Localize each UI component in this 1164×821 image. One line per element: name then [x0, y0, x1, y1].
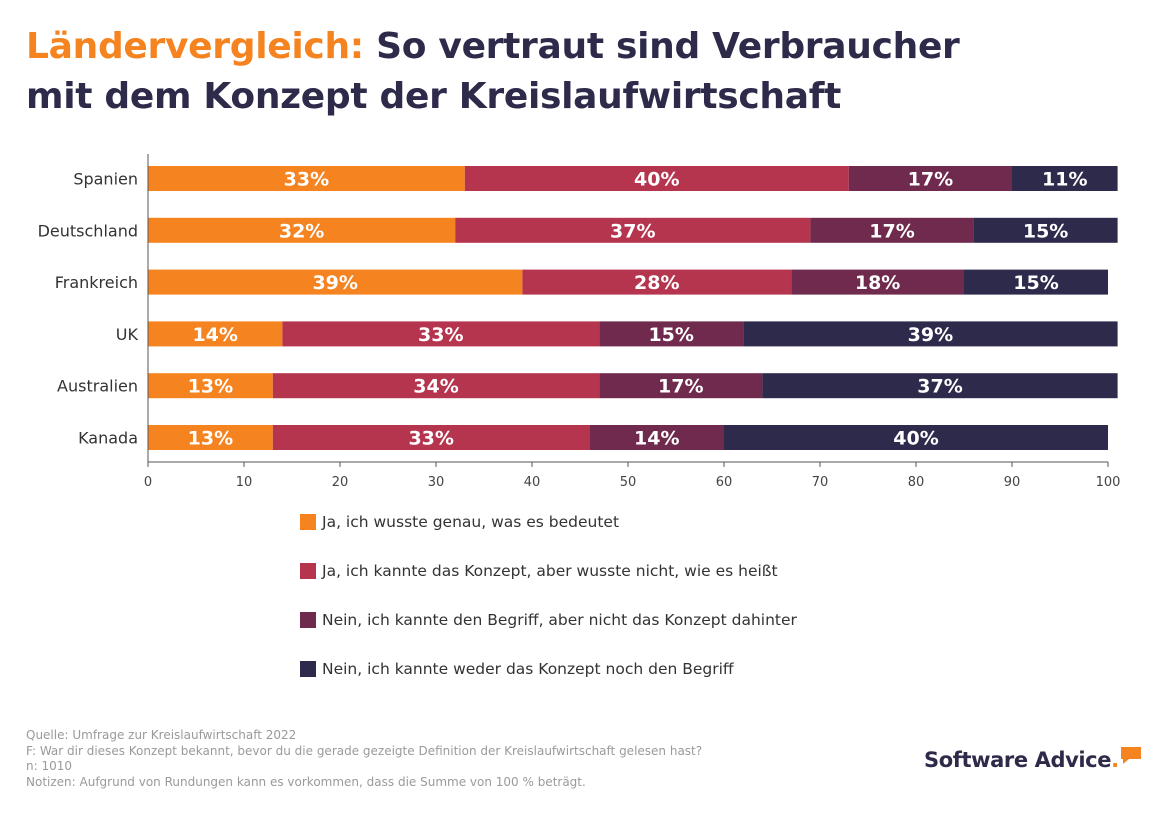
footer-notes: Quelle: Umfrage zur Kreislaufwirtschaft …	[26, 728, 866, 790]
bar-uk-series-4	[743, 321, 1118, 347]
data-label-kanada-series-2: 33%	[408, 428, 453, 450]
bar-spanien-series-2	[464, 166, 849, 191]
bar-australien-series-1	[148, 373, 273, 399]
logo-wordmark: Software Advice	[924, 748, 1112, 772]
data-label-spanien-series-3: 17%	[908, 169, 953, 191]
data-label-uk-series-1: 14%	[192, 324, 237, 346]
bar-australien-series-4	[762, 373, 1118, 399]
bar-australien-series-3	[599, 373, 763, 399]
legend-label-2: Ja, ich kannte das Konzept, aber wusste …	[322, 562, 778, 580]
legend-label-4: Nein, ich kannte weder das Konzept noch …	[322, 660, 734, 678]
legend-swatch-3	[300, 612, 316, 628]
category-label-uk: UK	[116, 325, 139, 344]
bar-frankreich-series-4	[964, 269, 1108, 295]
x-tick-label-30: 30	[428, 475, 445, 490]
x-tick-label-70: 70	[812, 475, 829, 490]
bar-kanada-series-1	[148, 425, 273, 450]
legend-swatch-2	[300, 563, 316, 579]
footer-source: Quelle: Umfrage zur Kreislaufwirtschaft …	[26, 728, 297, 742]
bar-spanien-series-4	[1012, 166, 1118, 191]
legend-swatch-4	[300, 661, 316, 677]
legend-item-2: Ja, ich kannte das Konzept, aber wusste …	[300, 559, 797, 583]
bar-australien-series-2	[272, 373, 600, 399]
data-label-kanada-series-3: 14%	[634, 428, 679, 450]
data-label-uk-series-3: 15%	[648, 324, 693, 346]
data-label-frankreich-series-2: 28%	[634, 272, 679, 294]
category-label-kanada: Kanada	[78, 429, 138, 448]
x-tick-label-0: 0	[144, 475, 152, 490]
data-label-deutschland-series-4: 15%	[1023, 220, 1068, 242]
bar-spanien-series-1	[148, 166, 465, 191]
software-advice-logo: Software Advice.	[924, 746, 1150, 780]
bar-deutschland-series-3	[810, 217, 974, 243]
bar-kanada-series-2	[272, 425, 590, 450]
data-label-frankreich-series-3: 18%	[855, 272, 900, 294]
bar-deutschland-series-4	[973, 217, 1118, 243]
category-label-australien: Australien	[57, 377, 138, 396]
x-tick-label-100: 100	[1096, 475, 1121, 490]
x-tick-label-10: 10	[236, 475, 253, 490]
data-label-deutschland-series-3: 17%	[869, 220, 914, 242]
stacked-bar-chart: Spanien 33% 40% 17% 11% Deutschland 32% 37% 17% 1…	[38, 154, 1121, 490]
title-line1: So vertraut sind Verbraucher	[363, 26, 960, 67]
x-tick-label-50: 50	[620, 475, 637, 490]
title-line2: mit dem Konzept der Kreislaufwirtschaft	[26, 76, 841, 117]
data-label-uk-series-4: 39%	[908, 324, 953, 346]
bar-deutschland-series-1	[148, 217, 456, 243]
bar-frankreich-series-3	[791, 269, 964, 295]
bar-spanien-series-3	[848, 166, 1012, 191]
x-tick-label-60: 60	[716, 475, 733, 490]
x-tick-label-80: 80	[908, 475, 925, 490]
data-label-australien-series-1: 13%	[188, 376, 233, 398]
bar-uk-series-1	[148, 321, 283, 347]
data-label-australien-series-4: 37%	[917, 376, 962, 398]
footer-question: F: War dir dieses Konzept bekannt, bevor…	[26, 743, 703, 758]
category-label-deutschland: Deutschland	[38, 221, 138, 240]
legend-item-1: Ja, ich wusste genau, was es bedeutet	[300, 510, 797, 534]
title-accent: Ländervergleich:	[26, 26, 364, 67]
bar-deutschland-series-2	[455, 217, 811, 243]
logo-dot: .	[1111, 748, 1119, 772]
legend-item-4: Nein, ich kannte weder das Konzept noch …	[300, 657, 797, 681]
speech-bubble-icon	[1121, 747, 1141, 764]
bar-uk-series-3	[599, 321, 744, 347]
data-label-deutschland-series-1: 32%	[279, 220, 324, 242]
category-label-frankreich: Frankreich	[55, 273, 138, 292]
footer-sample-size: n: 1010	[26, 759, 73, 773]
category-label-spanien: Spanien	[73, 170, 138, 189]
bar-kanada-series-3	[589, 425, 724, 450]
footer-notes-text: Notizen: Aufgrund von Rundungen kann es …	[26, 774, 586, 789]
data-label-spanien-series-1: 33%	[284, 169, 329, 191]
chart-title: Ländervergleich: So vertraut sind Verbra…	[26, 22, 1136, 122]
data-label-spanien-series-4: 11%	[1042, 169, 1087, 191]
x-tick-label-40: 40	[524, 475, 541, 490]
data-label-australien-series-2: 34%	[413, 376, 458, 398]
logo-text: Software Advice.	[924, 748, 1119, 772]
data-label-kanada-series-1: 13%	[188, 428, 233, 450]
x-tick-label-20: 20	[332, 475, 349, 490]
data-label-australien-series-3: 17%	[658, 376, 703, 398]
data-label-frankreich-series-1: 39%	[312, 272, 357, 294]
data-label-spanien-series-2: 40%	[634, 169, 679, 191]
bar-frankreich-series-1	[148, 269, 523, 295]
legend: Ja, ich wusste genau, was es bedeutet Ja…	[300, 510, 797, 706]
bar-frankreich-series-2	[522, 269, 792, 295]
bar-uk-series-2	[282, 321, 600, 347]
data-label-kanada-series-4: 40%	[893, 428, 938, 450]
legend-item-3: Nein, ich kannte den Begriff, aber nicht…	[300, 608, 797, 632]
data-label-frankreich-series-4: 15%	[1013, 272, 1058, 294]
data-label-deutschland-series-2: 37%	[610, 220, 655, 242]
legend-label-3: Nein, ich kannte den Begriff, aber nicht…	[322, 611, 797, 629]
data-label-uk-series-2: 33%	[418, 324, 463, 346]
x-tick-label-90: 90	[1004, 475, 1021, 490]
bar-kanada-series-4	[724, 425, 1108, 450]
legend-swatch-1	[300, 514, 316, 530]
legend-label-1: Ja, ich wusste genau, was es bedeutet	[322, 513, 620, 531]
